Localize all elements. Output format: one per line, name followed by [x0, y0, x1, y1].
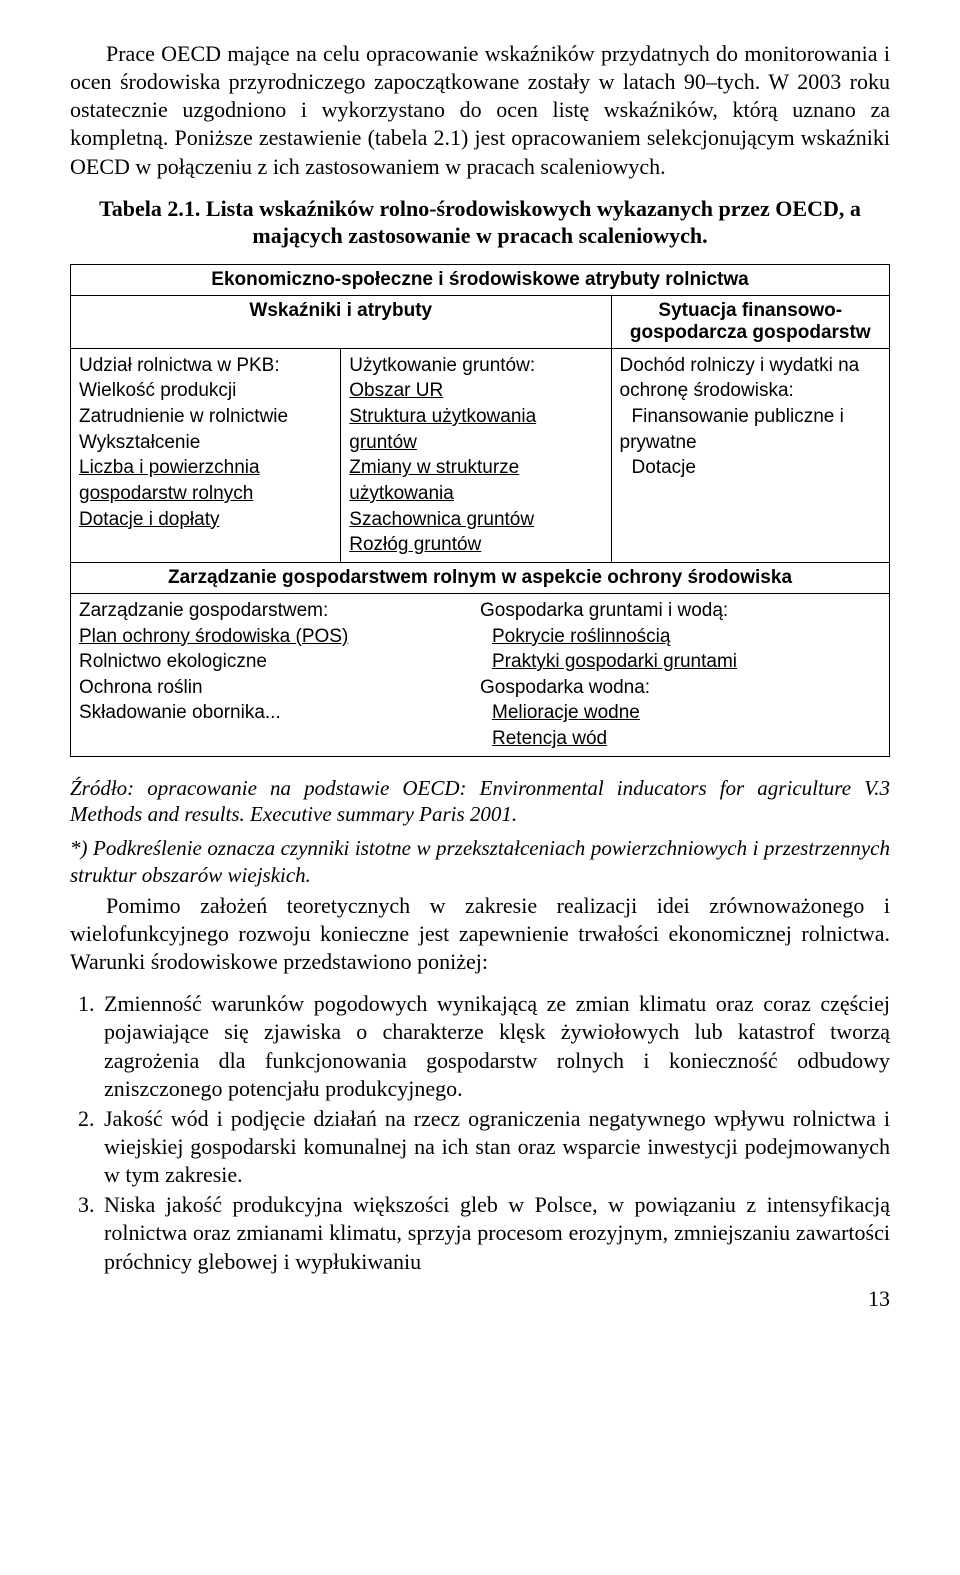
col1-item: Dotacje i dopłaty: [79, 509, 219, 530]
sub-header-left: Wskaźniki i atrybuty: [71, 295, 612, 348]
section2-header: Zarządzanie gospodarstwem rolnym w aspek…: [71, 562, 890, 593]
right2-sub: Gospodarka wodna:: [480, 677, 650, 698]
left2-item: Rolnictwo ekologiczne: [79, 651, 267, 672]
right2-item: Praktyki gospodarki gruntami: [480, 651, 737, 672]
left2-item: Składowanie obornika...: [79, 702, 281, 723]
page-number: 13: [70, 1286, 890, 1312]
section1-header: Ekonomiczno-społeczne i środowiskowe atr…: [71, 264, 890, 295]
right2-item: Retencja wód: [480, 728, 607, 749]
indicators-table: Ekonomiczno-społeczne i środowiskowe atr…: [70, 264, 890, 757]
intro-paragraph: Prace OECD mające na celu opracowanie ws…: [70, 40, 890, 181]
right2-head: Gospodarka gruntami i wodą:: [480, 600, 728, 621]
numbered-list: Zmienność warunków pogodowych wynikającą…: [70, 990, 890, 1276]
col1-item: Zatrudnienie w rolnictwie: [79, 406, 288, 427]
col3-item: Dotacje: [620, 457, 696, 478]
col3-item: Finansowanie publiczne i prywatne: [620, 406, 844, 453]
col2-item: Rozłóg gruntów: [349, 534, 481, 555]
col2-head: Użytkowanie gruntów:: [349, 355, 535, 376]
list-item: Niska jakość produkcyjna większości gleb…: [100, 1191, 890, 1275]
left2-head: Zarządzanie gospodarstwem:: [79, 600, 328, 621]
col2-item: Zmiany w strukturze użytkowania: [349, 457, 519, 504]
col2-item: Szachownica gruntów: [349, 509, 534, 530]
list-item: Zmienność warunków pogodowych wynikającą…: [100, 990, 890, 1103]
left2-item: Ochrona roślin: [79, 677, 203, 698]
table-caption: Tabela 2.1. Lista wskaźników rolno-środo…: [70, 195, 890, 250]
col1-cell: Udział rolnictwa w PKB: Wielkość produkc…: [71, 348, 341, 562]
section2-body: Zarządzanie gospodarstwem: Plan ochrony …: [71, 593, 890, 756]
list-item: Jakość wód i podjęcie działań na rzecz o…: [100, 1105, 890, 1189]
col1-item: Wykształcenie: [79, 432, 200, 453]
right2-item: Melioracje wodne: [480, 702, 640, 723]
col2-item: Struktura użytkowania gruntów: [349, 406, 536, 453]
para-after-table: Pomimo założeń teoretycznych w zakresie …: [70, 892, 890, 976]
col3-head: Dochód rolniczy i wydatki na ochronę śro…: [620, 355, 860, 402]
section2-right: Gospodarka gruntami i wodą: Pokrycie roś…: [480, 598, 881, 752]
col1-head: Udział rolnictwa w PKB:: [79, 355, 280, 376]
source-line-1: Źródło: opracowanie na podstawie OECD: E…: [70, 775, 890, 828]
col1-item: Wielkość produkcji: [79, 380, 236, 401]
sub-header-right: Sytuacja finansowo-gospodarcza gospodars…: [611, 295, 889, 348]
col3-cell: Dochód rolniczy i wydatki na ochronę śro…: [611, 348, 889, 562]
right2-item: Pokrycie roślinnością: [480, 626, 670, 647]
left2-item: Plan ochrony środowiska (POS): [79, 626, 348, 647]
col1-item: Liczba i powierzchnia gospodarstw rolnyc…: [79, 457, 260, 504]
col2-item: Obszar UR: [349, 380, 443, 401]
source-line-2: *) Podkreślenie oznacza czynniki istotne…: [70, 835, 890, 888]
col2-cell: Użytkowanie gruntów: Obszar UR Struktura…: [341, 348, 611, 562]
section2-left: Zarządzanie gospodarstwem: Plan ochrony …: [79, 598, 480, 752]
